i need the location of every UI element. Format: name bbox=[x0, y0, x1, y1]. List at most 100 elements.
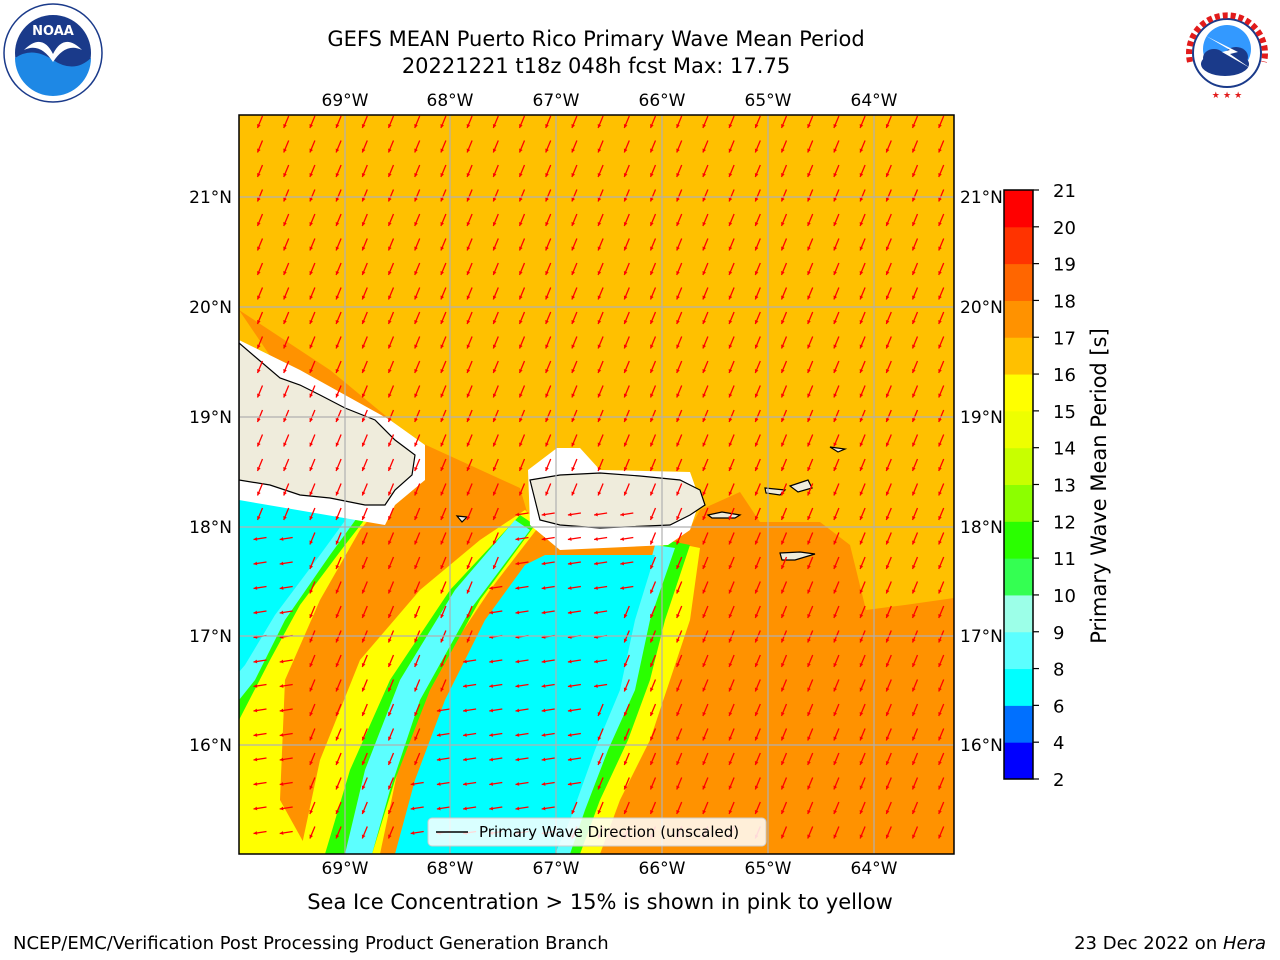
noaa-logo: NOAA bbox=[3, 3, 103, 103]
wave-arrowhead bbox=[807, 393, 811, 398]
wave-arrowhead bbox=[859, 467, 864, 471]
wave-arrowhead bbox=[807, 565, 811, 569]
wave-arrowhead bbox=[361, 197, 366, 202]
wave-arrowhead bbox=[466, 565, 471, 569]
wave-arrowhead bbox=[781, 810, 785, 814]
wave-arrowhead bbox=[807, 761, 811, 765]
wave-arrowhead bbox=[702, 540, 707, 545]
wave-arrowhead bbox=[754, 271, 759, 275]
colorbar-tick-label: 21 bbox=[1053, 181, 1076, 202]
wave-arrowhead bbox=[702, 663, 707, 667]
wave-arrowhead bbox=[650, 369, 654, 373]
wave-arrowhead bbox=[650, 320, 654, 324]
wave-arrowhead bbox=[361, 222, 366, 226]
wave-arrowhead bbox=[309, 197, 314, 202]
wave-arrowhead bbox=[676, 516, 680, 520]
colorbar-tick-label: 19 bbox=[1053, 255, 1076, 276]
wave-arrowhead bbox=[257, 271, 261, 275]
wave-arrowhead bbox=[361, 540, 366, 545]
wave-arrowhead bbox=[623, 369, 628, 373]
wave-arrowhead bbox=[463, 684, 467, 688]
wave-arrowhead bbox=[859, 638, 864, 643]
lon-tick-labels-bottom: 69°W 68°W 67°W 66°W 65°W 64°W bbox=[322, 859, 898, 879]
colorbar-segment bbox=[1004, 594, 1033, 633]
wave-arrowhead bbox=[833, 124, 838, 128]
wave-arrowhead bbox=[335, 369, 340, 373]
wave-arrowhead bbox=[283, 124, 287, 128]
wave-arrowhead bbox=[361, 442, 366, 447]
wave-arrowhead bbox=[597, 736, 602, 741]
wave-arrowhead bbox=[912, 491, 916, 496]
map-legend: Primary Wave Direction (unscaled) bbox=[427, 817, 767, 847]
wave-arrowhead bbox=[676, 810, 680, 814]
wave-arrowhead bbox=[440, 589, 445, 594]
wave-arrowhead bbox=[541, 733, 546, 737]
wave-arrowhead bbox=[702, 565, 707, 569]
wave-arrowhead bbox=[754, 540, 759, 545]
wave-arrowhead bbox=[545, 320, 549, 324]
wave-arrowhead bbox=[676, 148, 680, 153]
wave-arrowhead bbox=[833, 442, 838, 447]
wave-arrowhead bbox=[754, 124, 759, 128]
wave-arrowhead bbox=[567, 684, 572, 688]
wave-arrowhead bbox=[938, 295, 942, 300]
wave-arrowhead bbox=[309, 834, 314, 839]
wave-arrowhead bbox=[597, 246, 602, 251]
wave-arrowhead bbox=[257, 320, 261, 324]
wave-arrowhead bbox=[257, 295, 261, 300]
wave-arrowhead bbox=[567, 757, 572, 762]
wave-arrowhead bbox=[597, 810, 602, 814]
lon-tick-label: 69°W bbox=[322, 859, 369, 879]
wave-arrowhead bbox=[781, 589, 785, 594]
wave-arrowhead bbox=[728, 663, 733, 667]
wave-arrowhead bbox=[833, 197, 838, 202]
wave-arrowhead bbox=[912, 344, 916, 349]
wave-arrowhead bbox=[309, 320, 314, 324]
map-frame bbox=[238, 114, 955, 855]
wave-arrowhead bbox=[754, 222, 759, 226]
wave-arrowhead bbox=[283, 246, 287, 251]
wave-arrowhead bbox=[466, 393, 471, 398]
wave-arrowhead bbox=[728, 148, 733, 153]
wave-arrowhead bbox=[781, 491, 785, 496]
wave-arrowhead bbox=[728, 638, 733, 643]
wave-arrowhead bbox=[594, 659, 598, 664]
wave-arrowhead bbox=[938, 467, 942, 471]
wave-arrowhead bbox=[833, 785, 838, 790]
wave-arrowhead bbox=[702, 344, 707, 349]
colorbar-tick-label: 14 bbox=[1053, 439, 1076, 460]
colorbar-segment bbox=[1004, 705, 1033, 743]
wave-arrowhead bbox=[938, 222, 942, 226]
wave-arrowhead bbox=[414, 712, 418, 716]
lat-tick-labels-right: 21°N 20°N 19°N 18°N 17°N 16°N bbox=[960, 188, 1003, 756]
wave-arrowhead bbox=[571, 320, 576, 324]
wave-arrowhead bbox=[309, 222, 314, 226]
wave-arrowhead bbox=[650, 173, 654, 177]
wave-arrowhead bbox=[414, 565, 418, 569]
wave-arrowhead bbox=[676, 442, 680, 447]
wave-arrowhead bbox=[807, 516, 811, 520]
wave-arrowhead bbox=[567, 537, 572, 541]
wave-arrowhead bbox=[361, 246, 366, 251]
wave-arrowhead bbox=[912, 638, 916, 643]
wave-arrowhead bbox=[309, 344, 314, 349]
wave-arrowhead bbox=[545, 344, 549, 349]
wave-arrowhead bbox=[388, 467, 392, 471]
wave-arrowhead bbox=[781, 369, 785, 373]
wave-arrowhead bbox=[650, 344, 654, 349]
wave-arrowhead bbox=[335, 540, 340, 545]
wave-arrowhead bbox=[545, 295, 549, 300]
wave-arrowhead bbox=[650, 491, 654, 496]
colorbar-segment bbox=[1004, 484, 1033, 522]
wave-arrowhead bbox=[388, 491, 392, 496]
wave-arrowhead bbox=[361, 834, 366, 839]
wave-arrowhead bbox=[335, 124, 340, 128]
wave-arrowhead bbox=[702, 516, 707, 520]
colorbar-segment bbox=[1004, 190, 1033, 228]
wave-arrowhead bbox=[545, 173, 549, 177]
wave-arrowhead bbox=[859, 810, 864, 814]
wave-arrowhead bbox=[361, 761, 366, 765]
wave-arrowhead bbox=[414, 320, 418, 324]
wave-arrowhead bbox=[676, 393, 680, 398]
colorbar-tick-label: 11 bbox=[1053, 549, 1076, 570]
